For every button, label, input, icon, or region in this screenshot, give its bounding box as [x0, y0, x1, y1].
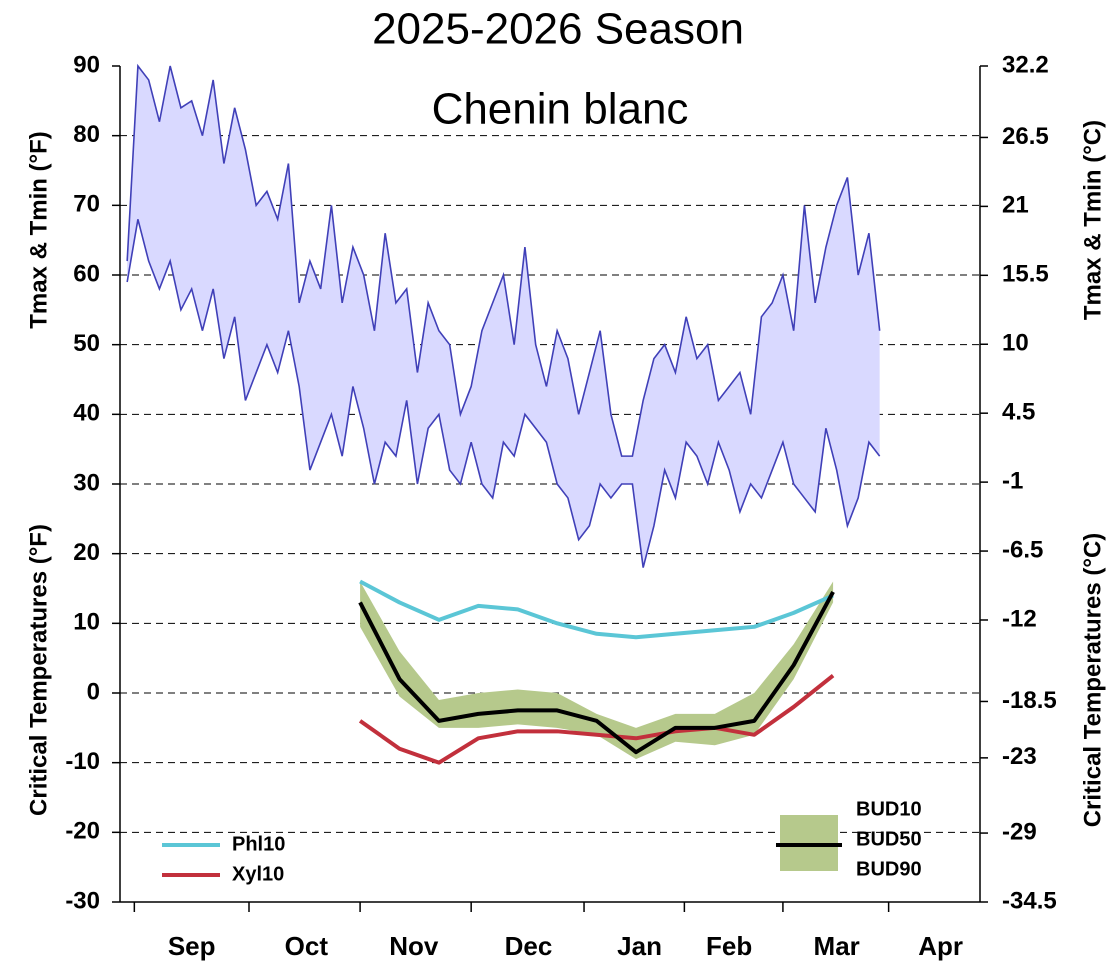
legend-label: BUD50	[856, 828, 922, 850]
y2-tick-label: 26.5	[1002, 123, 1049, 150]
tmin-line	[126, 219, 881, 568]
y2-tick-label: -12	[1002, 605, 1037, 632]
y2-axis-label: Tmax & Tmin (°C)	[1079, 120, 1106, 320]
y-tick-label: 10	[73, 609, 100, 636]
y2-tick-label: -29	[1002, 818, 1037, 845]
y-tick-label: 50	[73, 330, 100, 357]
y2-tick-label: -6.5	[1002, 536, 1043, 563]
temperature-range	[127, 66, 880, 568]
bud-band	[360, 581, 834, 760]
y-tick-label: 30	[73, 469, 100, 496]
y-axis-label: Tmax & Tmin (°F)	[25, 131, 52, 329]
y2-tick-label: -18.5	[1002, 687, 1057, 714]
annotation: Chenin blanc	[432, 85, 689, 134]
x-tick-label: Dec	[505, 931, 553, 961]
y-tick-label: 70	[73, 191, 100, 218]
y-tick-label: 40	[73, 400, 100, 427]
y-axis-label: Critical Temperatures (°F)	[25, 524, 52, 816]
y2-tick-label: 21	[1002, 192, 1029, 219]
y2-tick-label: 15.5	[1002, 261, 1049, 288]
y-tick-label: -30	[65, 887, 100, 914]
y-tick-label: 60	[73, 260, 100, 287]
y2-tick-label: 4.5	[1002, 399, 1035, 426]
y2-tick-label: 32.2	[1002, 51, 1049, 78]
chart-title: 2025-2026 Season	[372, 5, 744, 54]
y2-axis-label: Critical Temperatures (°C)	[1079, 533, 1106, 828]
y2-tick-label: 10	[1002, 330, 1029, 357]
series-line	[358, 591, 835, 755]
legend-label: Xyl10	[232, 863, 284, 885]
y-tick-label: 20	[73, 539, 100, 566]
tmax-line	[126, 63, 881, 457]
x-tick-label: Apr	[918, 931, 963, 961]
series-line	[358, 674, 835, 765]
x-tick-label: Feb	[706, 931, 752, 961]
x-tick-label: Jan	[617, 931, 662, 961]
x-tick-label: Mar	[814, 931, 860, 961]
x-tick-label: Sep	[168, 931, 216, 961]
legend-label: BUD10	[856, 798, 922, 820]
y-tick-label: 80	[73, 121, 100, 148]
y2-tick-label: -1	[1002, 467, 1023, 494]
legend-label: Phl10	[232, 833, 285, 855]
y-tick-label: -10	[65, 748, 100, 775]
x-tick-label: Oct	[285, 931, 329, 961]
y-tick-label: -20	[65, 818, 100, 845]
y-tick-label: 90	[73, 51, 100, 78]
y2-tick-label: -34.5	[1002, 887, 1057, 914]
y-tick-label: 0	[87, 678, 100, 705]
legend-label: BUD90	[856, 858, 922, 880]
y2-tick-label: -23	[1002, 743, 1037, 770]
x-tick-label: Nov	[389, 931, 439, 961]
series-line	[359, 579, 834, 640]
